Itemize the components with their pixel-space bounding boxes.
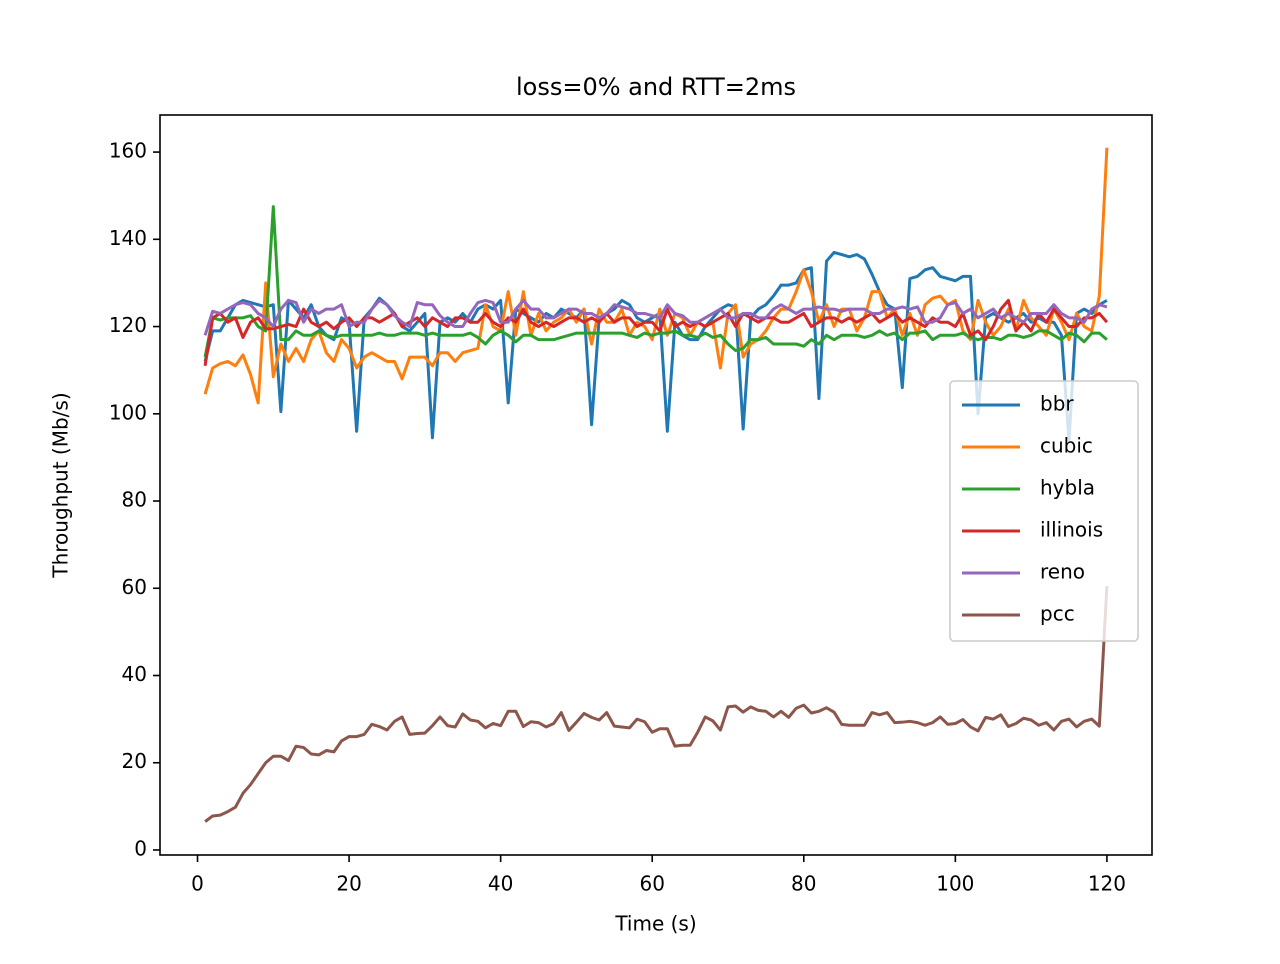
chart-title: loss=0% and RTT=2ms: [516, 73, 796, 101]
x-tick-label: 20: [336, 872, 361, 896]
y-tick-label: 100: [109, 400, 147, 424]
y-tick-label: 140: [109, 226, 147, 250]
x-tick-label: 40: [488, 872, 513, 896]
y-tick-label: 160: [109, 139, 147, 163]
y-tick-label: 40: [122, 662, 147, 686]
y-tick-label: 80: [122, 488, 147, 512]
legend-label: hybla: [1040, 476, 1095, 500]
legend-label: illinois: [1040, 518, 1103, 542]
series-line: [203, 205, 1108, 358]
y-tick-label: 0: [134, 836, 147, 860]
legend-label: cubic: [1040, 434, 1093, 458]
x-tick-label: 0: [191, 872, 204, 896]
legend-label: reno: [1040, 560, 1085, 584]
x-axis-label: Time (s): [614, 912, 696, 936]
y-tick-label: 60: [122, 575, 147, 599]
x-tick-label: 80: [791, 872, 816, 896]
y-axis-label: Throughput (Mb/s): [49, 392, 73, 578]
legend-label: pcc: [1040, 602, 1075, 626]
series-line: [204, 586, 1109, 823]
y-tick-label: 20: [122, 749, 147, 773]
legend-label: bbr: [1040, 392, 1074, 416]
x-tick-label: 100: [936, 872, 974, 896]
x-tick-label: 120: [1088, 872, 1126, 896]
y-tick-label: 120: [109, 313, 147, 337]
x-tick-label: 60: [639, 872, 664, 896]
series-line: [203, 298, 1109, 367]
plot-area: 0 20 40 60 80 100 120 0 20 40 60 80 100 120 140 160 bbr c…: [109, 114, 1153, 896]
plot-frame: [159, 114, 1153, 856]
series-line: [203, 298, 1108, 336]
